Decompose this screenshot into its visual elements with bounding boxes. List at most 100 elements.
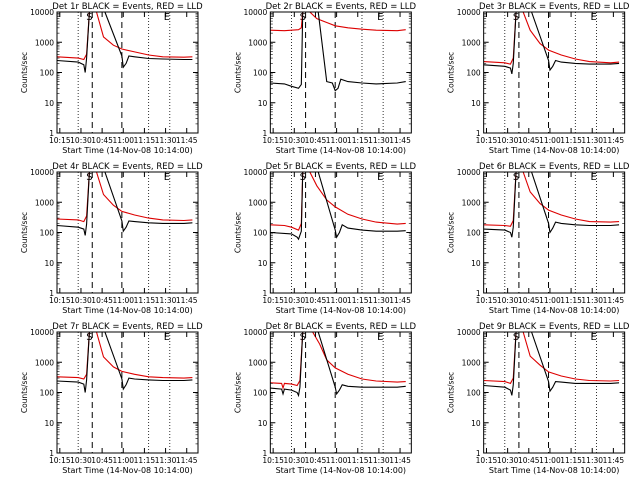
x-tick-label: 10:30: [70, 296, 92, 305]
x-tick-label: 10:30: [70, 136, 92, 145]
x-tick-label: 11:30: [368, 296, 390, 305]
x-tick-label: 10:15: [49, 456, 71, 465]
lld-series-line: [57, 12, 193, 61]
lld-series-line: [270, 172, 406, 231]
events-series-line: [270, 12, 406, 92]
x-axis-label: Start Time (14-Nov-08 10:14:00): [62, 466, 192, 475]
series-group: [483, 332, 620, 396]
chart-title: Det 5r BLACK = Events, RED = LLD: [266, 162, 417, 172]
events-series-line: [270, 172, 406, 241]
series-group: [57, 12, 193, 73]
x-axis-label: Start Time (14-Nov-08 10:14:00): [276, 146, 406, 155]
chart-title: Det 3r BLACK = Events, RED = LLD: [479, 2, 630, 12]
x-axis-label: Start Time (14-Nov-08 10:14:00): [276, 306, 406, 315]
y-tick-label: 1: [263, 289, 268, 298]
y-tick-label: 1: [476, 449, 481, 458]
series-group: [270, 332, 406, 398]
y-tick-label: 1: [476, 129, 481, 138]
end-marker-label: E: [590, 12, 596, 23]
y-tick-label: 100: [40, 229, 55, 238]
chart-title: Det 4r BLACK = Events, RED = LLD: [52, 162, 203, 172]
chart-title: Det 9r BLACK = Events, RED = LLD: [479, 322, 630, 332]
x-tick-label: 10:30: [283, 296, 305, 305]
y-axis-label: Counts/sec: [447, 372, 456, 413]
y-tick-label: 10000: [457, 328, 481, 337]
x-tick-label: 11:45: [176, 296, 198, 305]
y-tick-label: 100: [40, 389, 55, 398]
y-tick-label: 1000: [248, 358, 267, 367]
x-tick-label: 10:30: [497, 296, 519, 305]
lld-series-line: [483, 332, 620, 385]
events-series-line: [483, 12, 620, 75]
chart-title: Det 2r BLACK = Events, RED = LLD: [266, 2, 417, 12]
x-tick-label: 10:45: [91, 456, 113, 465]
lld-series-line: [57, 172, 193, 223]
series-group: [57, 332, 193, 393]
x-tick-label: 11:30: [368, 456, 390, 465]
x-tick-label: 10:45: [518, 456, 540, 465]
y-tick-label: 10000: [30, 8, 54, 17]
series-group: [270, 12, 406, 92]
y-tick-label: 100: [466, 69, 481, 78]
lld-series-line: [57, 332, 193, 380]
series-group: [483, 172, 620, 238]
y-tick-label: 10: [44, 99, 54, 108]
y-tick-label: 1: [263, 129, 268, 138]
y-axis-label: Counts/sec: [233, 372, 242, 413]
events-series-line: [483, 332, 620, 396]
y-tick-label: 100: [253, 389, 268, 398]
series-group: [57, 172, 193, 236]
x-axis-label: Start Time (14-Nov-08 10:14:00): [62, 146, 192, 155]
lld-series-line: [270, 12, 406, 32]
y-tick-label: 100: [40, 69, 55, 78]
events-series-line: [57, 172, 193, 236]
x-tick-label: 10:30: [283, 456, 305, 465]
end-marker-label: E: [164, 172, 170, 183]
x-tick-label: 11:45: [389, 456, 411, 465]
x-tick-label: 11:15: [347, 136, 369, 145]
x-tick-label: 11:45: [176, 456, 198, 465]
lld-series-line: [483, 12, 620, 65]
x-tick-label: 11:15: [134, 456, 156, 465]
x-tick-label: 11:00: [326, 296, 348, 305]
y-tick-label: 1000: [248, 38, 267, 47]
x-tick-label: 10:15: [49, 296, 71, 305]
y-tick-label: 10: [44, 259, 54, 268]
x-tick-label: 11:00: [112, 136, 134, 145]
x-tick-label: 11:15: [134, 136, 156, 145]
y-tick-label: 10000: [243, 8, 267, 17]
events-series-line: [57, 332, 193, 393]
x-tick-label: 10:15: [262, 296, 284, 305]
x-tick-label: 10:30: [283, 136, 305, 145]
lld-series-line: [483, 172, 620, 227]
x-tick-label: 11:45: [603, 136, 625, 145]
x-tick-label: 11:00: [539, 456, 561, 465]
x-axis-label: Start Time (14-Nov-08 10:14:00): [489, 146, 619, 155]
x-tick-label: 10:15: [476, 456, 498, 465]
y-tick-label: 10000: [457, 8, 481, 17]
x-tick-label: 11:00: [112, 456, 134, 465]
end-marker-label: E: [377, 332, 383, 343]
y-tick-label: 1000: [248, 198, 267, 207]
y-tick-label: 10: [258, 99, 268, 108]
y-axis-label: Counts/sec: [20, 372, 29, 413]
y-tick-label: 10000: [457, 168, 481, 177]
y-tick-label: 1000: [35, 358, 54, 367]
y-axis-label: Counts/sec: [233, 212, 242, 253]
events-series-line: [483, 172, 620, 238]
chart-title: Det 8r BLACK = Events, RED = LLD: [266, 322, 417, 332]
y-axis-label: Counts/sec: [20, 212, 29, 253]
x-tick-label: 10:45: [305, 456, 327, 465]
x-tick-label: 11:00: [326, 136, 348, 145]
y-tick-label: 1: [49, 129, 54, 138]
y-tick-label: 1000: [462, 38, 481, 47]
x-tick-label: 10:45: [518, 136, 540, 145]
x-tick-label: 11:00: [326, 456, 348, 465]
x-tick-label: 10:15: [476, 296, 498, 305]
events-series-line: [57, 12, 193, 73]
